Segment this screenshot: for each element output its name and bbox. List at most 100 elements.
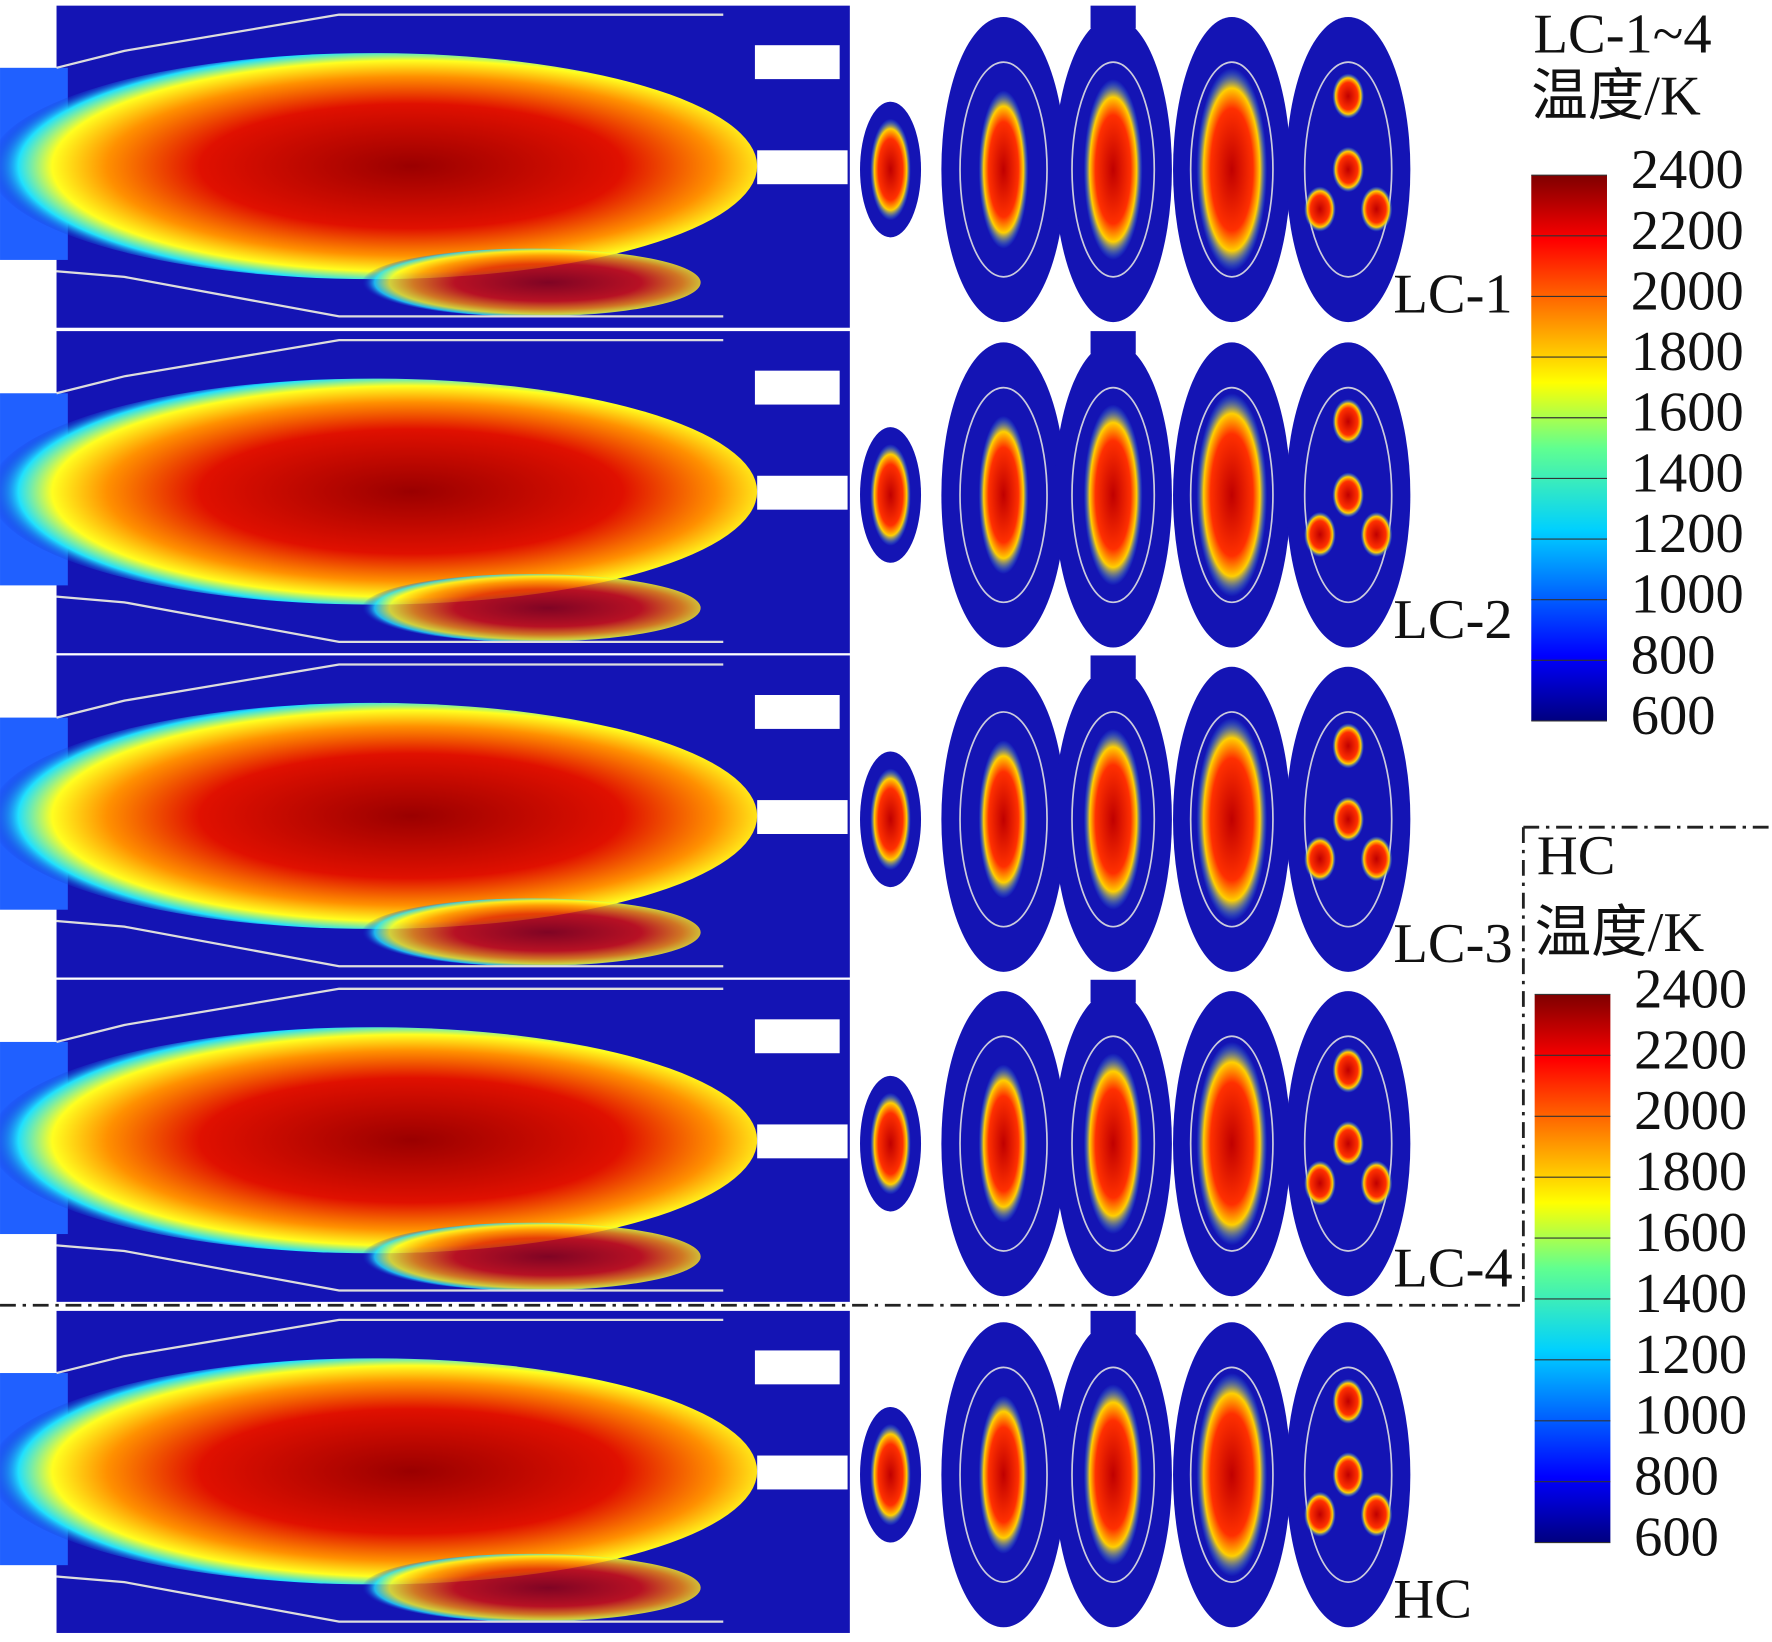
nozzle xyxy=(754,694,840,729)
colorbars: LC-1~4温度/K240022002000180016001400120010… xyxy=(1531,4,1747,1569)
liner-wall xyxy=(56,919,724,968)
panel: HC xyxy=(0,1310,1472,1633)
section-hot xyxy=(1360,1491,1393,1537)
liner-wall xyxy=(56,339,724,395)
section-hot xyxy=(1360,511,1393,558)
section-hot xyxy=(1083,728,1143,910)
section-hot xyxy=(870,444,911,546)
nozzle xyxy=(757,1455,848,1490)
colorbar-title: LC-1~4 xyxy=(1534,4,1712,66)
colorbar-tick-label: 2000 xyxy=(1634,1080,1747,1142)
section-hot xyxy=(1360,186,1393,232)
nozzle xyxy=(757,800,848,834)
colorbar-tick-label: 1400 xyxy=(1631,442,1744,504)
section-tab xyxy=(1090,979,1136,1003)
flame-lower xyxy=(361,248,701,317)
section-hot xyxy=(1196,1373,1268,1577)
section-tab xyxy=(1090,331,1136,354)
liner-wall xyxy=(56,1244,724,1292)
section-tab xyxy=(1090,655,1136,679)
section-hot xyxy=(978,1064,1029,1223)
section-ring xyxy=(1303,1366,1393,1583)
section-ring xyxy=(1303,386,1393,604)
section-ring xyxy=(959,711,1048,928)
liner-wall xyxy=(56,270,724,318)
flame xyxy=(0,1027,758,1254)
section-hot xyxy=(1304,186,1336,232)
nozzle xyxy=(757,475,848,510)
section-hot xyxy=(1332,796,1365,842)
section-hot xyxy=(1083,404,1143,586)
section-tab xyxy=(1090,1310,1136,1334)
section-ring xyxy=(1303,1035,1393,1252)
colorbar-tick-label: 800 xyxy=(1631,624,1716,686)
colorbar-title: HC xyxy=(1537,825,1616,887)
colorbar-tick-label: 1600 xyxy=(1634,1202,1747,1264)
colorbar-tick-label: 1800 xyxy=(1634,1141,1747,1203)
section-ring xyxy=(1189,1366,1274,1583)
flame xyxy=(0,702,758,929)
panel-label: LC-1 xyxy=(1393,263,1512,325)
separators xyxy=(0,825,1772,1307)
colorbar-tick-label: 600 xyxy=(1631,685,1716,747)
section-hot xyxy=(1332,1121,1365,1167)
section-ring xyxy=(1071,1035,1156,1252)
colorbar xyxy=(1534,994,1611,1543)
section-hot xyxy=(870,1423,911,1526)
section-ring xyxy=(1303,711,1393,928)
flame xyxy=(0,378,758,605)
section-ring xyxy=(1189,1035,1274,1252)
liner-wall xyxy=(56,595,724,644)
section-hot xyxy=(1083,1384,1143,1566)
liner-wall xyxy=(56,663,724,719)
section-hot xyxy=(1332,73,1365,119)
section-hot xyxy=(870,768,911,871)
panel: LC-1 xyxy=(0,5,1513,328)
colorbar-tick-label: 2200 xyxy=(1634,1019,1747,1081)
liner-wall xyxy=(56,13,724,69)
colorbar xyxy=(1531,175,1607,721)
section-ring xyxy=(1071,711,1156,928)
liner-wall xyxy=(56,1575,724,1623)
section-hot xyxy=(1332,723,1365,769)
section-hot xyxy=(1304,1491,1336,1537)
section-hot xyxy=(1360,836,1393,882)
section-tab xyxy=(1090,5,1136,29)
section-hot xyxy=(1304,511,1336,558)
colorbar-tick-label: 1000 xyxy=(1634,1385,1747,1447)
section-hot xyxy=(1332,472,1365,518)
colorbar-tick-label: 1600 xyxy=(1631,382,1744,444)
panel-label: LC-3 xyxy=(1393,913,1512,975)
section-ring xyxy=(959,61,1048,278)
panel: LC-2 xyxy=(0,331,1513,654)
section-hot xyxy=(978,740,1029,899)
nozzle xyxy=(757,1124,848,1159)
colorbar-tick-label: 2400 xyxy=(1631,139,1744,201)
section-hot xyxy=(1083,79,1143,260)
section-hot xyxy=(1196,393,1268,597)
section-hot xyxy=(1196,1041,1268,1246)
nozzle xyxy=(754,45,840,80)
nozzle xyxy=(754,370,840,405)
section-hot xyxy=(1196,67,1268,272)
colorbar-tick-label: 1200 xyxy=(1631,503,1744,565)
section-hot xyxy=(1332,1378,1365,1424)
section-hot xyxy=(1083,1053,1143,1235)
section-ring xyxy=(1189,711,1274,928)
colorbar-unit: 温度/K xyxy=(1535,902,1705,964)
section-hot xyxy=(1360,1160,1393,1206)
section-ring xyxy=(959,386,1048,604)
panel-label: HC xyxy=(1393,1569,1471,1631)
panel: LC-3 xyxy=(0,655,1513,978)
liner-wall xyxy=(56,1318,724,1375)
section-ring xyxy=(1071,386,1156,604)
colorbar-tick-label: 2000 xyxy=(1631,260,1744,322)
liner-wall xyxy=(56,987,724,1044)
section-ring xyxy=(1189,61,1274,278)
nozzle xyxy=(754,1350,840,1385)
section-hot xyxy=(1332,1047,1365,1093)
panel: LC-4 xyxy=(0,979,1513,1302)
flame xyxy=(0,53,758,280)
colorbar-tick-label: 800 xyxy=(1634,1446,1719,1508)
section-hot xyxy=(870,1092,911,1195)
